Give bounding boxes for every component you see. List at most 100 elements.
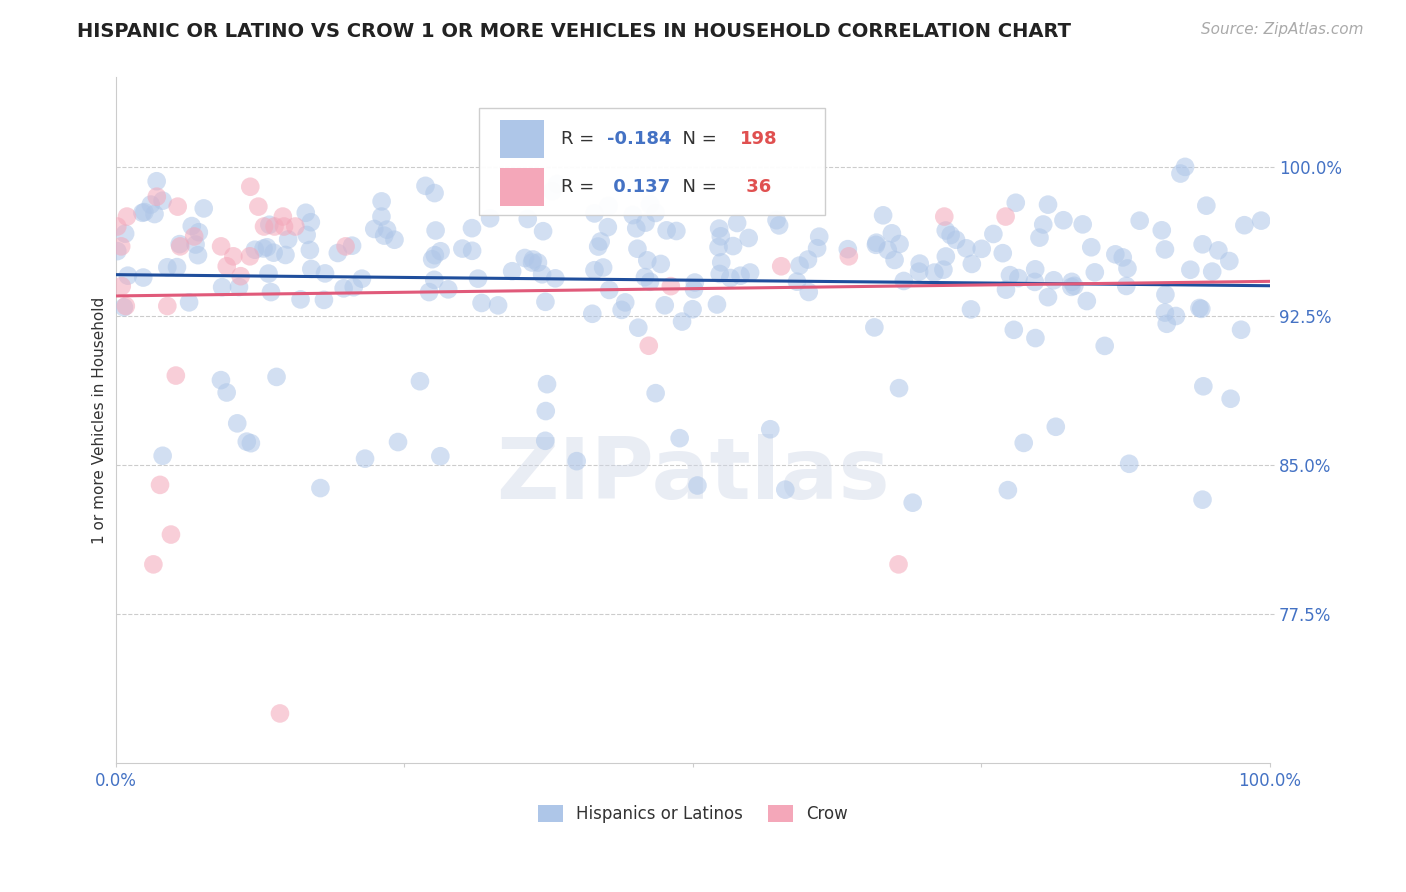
Point (152, 194, 174, 208)
Point (215, 385, 238, 400)
Point (1080, 240, 1102, 254)
Point (111, 279, 134, 293)
Point (384, 233, 406, 247)
Text: R =: R = (561, 178, 600, 196)
Point (105, 244, 128, 259)
Point (671, 315, 693, 329)
Point (706, 297, 728, 311)
Point (908, 257, 931, 271)
Point (370, 210, 392, 224)
Point (193, 202, 215, 216)
Point (997, 483, 1019, 497)
Point (209, 239, 232, 253)
Point (373, 228, 395, 243)
Point (1012, 436, 1035, 450)
Point (115, 210, 138, 224)
Point (797, 252, 820, 267)
Point (363, 222, 385, 236)
Point (423, 273, 446, 287)
Point (132, 270, 155, 285)
Point (880, 227, 903, 241)
Point (531, 224, 554, 238)
Point (786, 275, 808, 289)
Point (626, 221, 648, 235)
Point (583, 263, 606, 277)
Point (409, 374, 432, 388)
Point (1112, 251, 1135, 265)
Point (770, 259, 793, 273)
Point (114, 299, 136, 313)
Point (166, 200, 188, 214)
Point (226, 417, 249, 431)
Point (516, 211, 538, 226)
Point (247, 200, 270, 214)
Point (1002, 323, 1025, 337)
Point (876, 243, 898, 257)
FancyBboxPatch shape (501, 120, 544, 158)
Point (638, 197, 661, 211)
Point (955, 241, 977, 255)
Point (837, 242, 859, 256)
Point (621, 208, 644, 222)
Point (730, 268, 752, 283)
Point (1129, 213, 1152, 227)
Point (354, 451, 377, 466)
Text: 36: 36 (740, 178, 772, 196)
Point (332, 281, 354, 295)
Point (546, 177, 568, 191)
Point (586, 239, 609, 253)
Point (1201, 264, 1223, 278)
Point (908, 265, 931, 279)
Point (797, 285, 820, 299)
Point (738, 266, 761, 280)
Point (924, 266, 946, 280)
Point (415, 178, 437, 193)
Point (375, 222, 398, 236)
Point (1104, 247, 1126, 261)
Point (180, 219, 202, 233)
Point (156, 299, 179, 313)
Point (299, 262, 322, 277)
Point (486, 298, 509, 312)
Point (187, 248, 209, 262)
Point (1191, 492, 1213, 507)
Point (239, 436, 262, 450)
Point (1189, 301, 1212, 316)
Point (461, 244, 484, 258)
Point (768, 219, 790, 233)
Point (152, 449, 174, 463)
Point (131, 206, 153, 220)
Point (994, 210, 1017, 224)
Point (589, 235, 612, 249)
Point (215, 259, 238, 273)
Text: R =: R = (561, 130, 600, 148)
Point (284, 219, 307, 234)
Point (534, 404, 557, 418)
Point (271, 210, 294, 224)
Point (165, 368, 187, 383)
Point (243, 243, 266, 257)
Point (309, 481, 332, 495)
Point (683, 282, 706, 296)
Point (461, 221, 484, 235)
Point (544, 271, 567, 285)
Point (501, 264, 523, 278)
Point (1116, 261, 1139, 276)
Point (228, 280, 250, 294)
Point (610, 302, 633, 317)
Point (901, 496, 924, 510)
Point (513, 251, 536, 265)
Point (370, 194, 392, 209)
Point (665, 224, 688, 238)
Point (1042, 273, 1064, 287)
FancyBboxPatch shape (479, 108, 825, 215)
Legend: Hispanics or Latinos, Crow: Hispanics or Latinos, Crow (537, 805, 848, 823)
Point (236, 434, 259, 449)
Point (1060, 280, 1083, 294)
Point (887, 381, 910, 395)
Point (146, 190, 169, 204)
Point (634, 270, 657, 285)
Point (522, 252, 544, 267)
Point (1024, 331, 1046, 345)
Point (117, 268, 139, 283)
